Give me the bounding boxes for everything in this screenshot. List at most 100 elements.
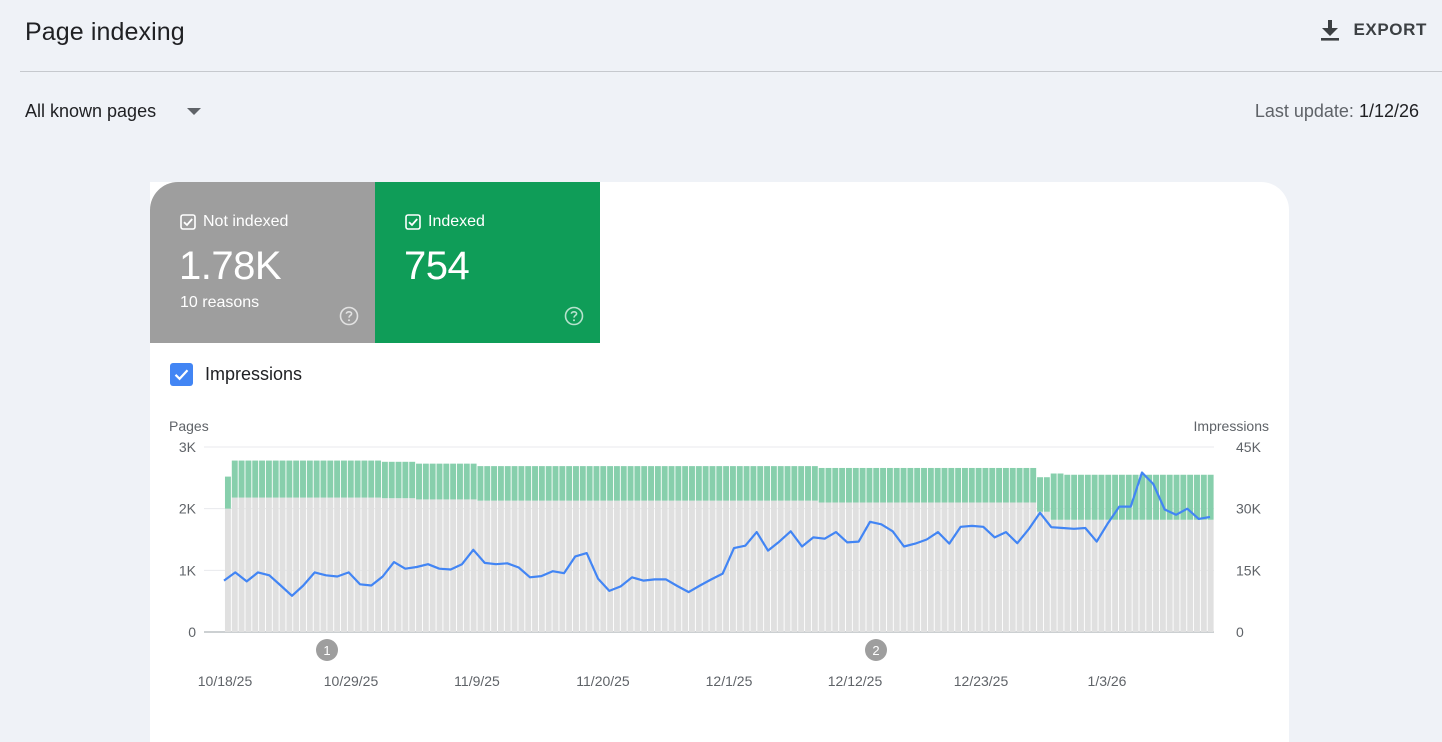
bar-indexed [845,467,852,503]
bar-indexed [579,466,586,501]
bar-not-indexed [484,500,491,632]
bar-not-indexed [914,502,921,632]
bar-not-indexed [579,500,586,632]
x-tick-label: 12/1/25 [706,673,753,689]
bar-indexed [573,466,579,501]
bar-indexed [982,467,989,503]
bar-not-indexed [975,502,982,632]
bar-indexed [729,466,736,501]
bar-indexed [955,467,962,503]
tile-not-indexed[interactable]: Not indexed 1.78K 10 reasons [150,182,375,343]
bar-indexed [654,466,661,501]
bar-indexed [259,460,266,498]
bar-indexed [661,466,668,501]
annotation-marker[interactable] [865,639,887,661]
bar-indexed [600,466,607,501]
bar-indexed [457,463,463,500]
y-axis-right-title: Impressions [1194,418,1269,434]
bar-not-indexed [620,500,627,632]
bar-indexed [566,466,573,501]
bar-indexed [682,466,689,501]
bar-not-indexed [1091,519,1098,632]
pages-filter-dropdown[interactable]: All known pages [25,101,202,122]
bar-not-indexed [279,497,286,632]
bar-not-indexed [825,502,832,632]
bar-indexed [1194,474,1200,520]
export-button[interactable]: EXPORT [1319,18,1427,42]
bar-not-indexed [852,502,859,632]
bar-not-indexed [777,500,784,632]
bar-not-indexed [1023,502,1030,632]
checkbox-checked-icon[interactable] [405,214,421,230]
bar-indexed [1112,474,1119,520]
bar-indexed [675,466,682,501]
bar-not-indexed [1064,519,1071,632]
filter-selected-value: All known pages [25,101,157,121]
bar-indexed [641,466,648,501]
bar-not-indexed [1071,519,1078,632]
help-icon[interactable] [339,306,359,326]
export-label: EXPORT [1353,20,1427,39]
bar-not-indexed [354,497,361,632]
x-tick-label: 12/12/25 [828,673,883,689]
impressions-checkbox[interactable] [170,363,193,386]
bar-not-indexed [607,500,614,632]
bar-indexed [900,467,907,503]
help-icon[interactable] [564,306,584,326]
tile-not-indexed-label: Not indexed [203,213,289,230]
bar-not-indexed [231,497,238,632]
bar-indexed [1139,474,1146,520]
bar-not-indexed [1084,519,1091,632]
bar-indexed [1166,474,1173,520]
x-tick-label: 1/3/26 [1088,673,1127,689]
bar-not-indexed [463,499,470,632]
bar-not-indexed [702,500,709,632]
bar-not-indexed [968,502,975,632]
tile-indexed[interactable]: Indexed 754 [375,182,600,343]
impressions-toggle[interactable]: Impressions [170,363,302,386]
bar-not-indexed [880,502,887,632]
bar-indexed [252,460,259,498]
bar-indexed [770,466,777,501]
bar-not-indexed [729,500,736,632]
bar-indexed [1091,474,1098,520]
bar-not-indexed [443,499,450,632]
bar-not-indexed [695,500,702,632]
bar-not-indexed [1105,519,1112,632]
bar-indexed [402,461,409,499]
bar-indexed [279,460,286,498]
bar-not-indexed [334,497,341,632]
bar-indexed [368,460,375,498]
bar-indexed [689,466,695,501]
bar-indexed [1057,473,1064,520]
bar-indexed [1030,467,1037,503]
bar-indexed [784,466,791,501]
bar-indexed [1071,474,1078,520]
bar-not-indexed [805,500,811,632]
bar-not-indexed [402,498,409,632]
bar-indexed [1187,474,1194,520]
bar-not-indexed [538,500,545,632]
annotation-marker[interactable] [316,639,338,661]
bar-indexed [962,467,968,503]
bar-indexed [811,466,818,501]
bar-indexed [805,466,811,501]
bar-indexed [559,466,566,501]
bar-indexed [818,467,825,503]
y-tick-left: 0 [188,624,196,640]
bar-not-indexed [1057,519,1064,632]
bar-not-indexed [893,502,900,632]
y-axis-left-title: Pages [169,418,209,434]
bar-indexed [627,466,634,501]
bar-not-indexed [327,497,334,632]
bar-not-indexed [675,500,682,632]
bar-not-indexed [955,502,962,632]
bar-not-indexed [1153,519,1160,632]
bar-indexed [334,460,341,498]
bar-indexed [395,461,402,499]
bar-not-indexed [962,502,968,632]
bar-indexed [948,467,955,503]
checkbox-checked-icon[interactable] [180,214,196,230]
bar-indexed [716,466,723,501]
bar-indexed [907,467,914,503]
